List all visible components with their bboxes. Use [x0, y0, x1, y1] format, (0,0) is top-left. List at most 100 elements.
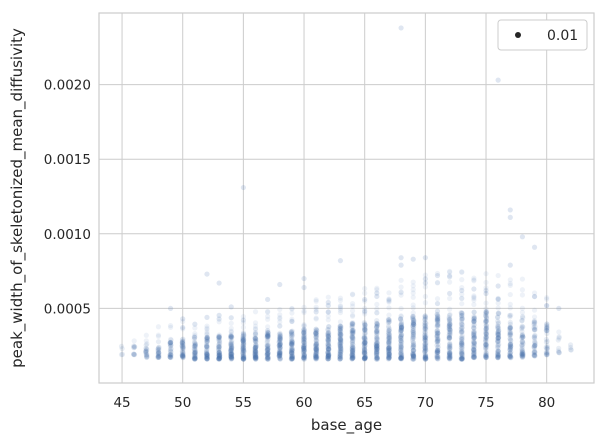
data-point: [398, 346, 404, 352]
data-point: [422, 272, 428, 278]
data-point: [288, 329, 294, 336]
data-point: [507, 350, 513, 356]
data-point: [277, 353, 283, 359]
y-tick-label: 0.0020: [44, 78, 91, 94]
data-point: [143, 348, 149, 354]
data-point: [386, 317, 392, 323]
data-point: [496, 334, 502, 341]
data-point: [398, 331, 405, 338]
data-point: [411, 321, 417, 328]
data-point: [459, 341, 465, 348]
data-point: [228, 343, 235, 350]
data-point: [180, 338, 186, 344]
data-point: [471, 315, 477, 321]
data-point: [277, 314, 283, 321]
data-point: [423, 333, 429, 339]
data-point: [495, 324, 501, 331]
data-point: [532, 343, 538, 349]
data-point: [446, 347, 453, 353]
data-point: [435, 349, 441, 355]
data-point: [470, 346, 476, 352]
data-point: [446, 349, 452, 355]
data-point: [167, 323, 174, 329]
data-point: [374, 355, 380, 361]
data-point: [471, 295, 477, 301]
data-point: [350, 330, 356, 337]
data-point: [228, 353, 234, 360]
data-point: [216, 354, 223, 360]
data-point: [313, 330, 319, 336]
data-point: [483, 353, 489, 359]
data-point: [374, 340, 380, 346]
data-point: [252, 348, 258, 354]
data-point: [167, 340, 173, 346]
data-point: [276, 349, 282, 355]
data-point: [398, 344, 404, 350]
data-point: [288, 356, 294, 362]
data-point: [265, 350, 271, 356]
data-point: [288, 328, 295, 335]
data-point: [325, 346, 331, 352]
data-point: [385, 356, 392, 362]
data-point: [289, 328, 295, 334]
data-point: [495, 354, 501, 360]
data-point: [277, 344, 283, 350]
outlier-point: [325, 299, 331, 306]
data-point: [325, 327, 332, 333]
data-point: [168, 339, 174, 346]
data-point: [543, 349, 549, 356]
data-point: [313, 330, 319, 336]
data-point: [519, 354, 525, 360]
data-point: [531, 319, 537, 325]
data-point: [398, 313, 404, 319]
data-point: [459, 317, 465, 323]
data-point: [458, 324, 465, 330]
data-point: [301, 355, 307, 361]
data-point: [179, 337, 186, 343]
data-point: [313, 328, 319, 335]
data-point: [228, 350, 234, 357]
data-point: [180, 344, 186, 351]
data-point: [374, 343, 380, 349]
data-point: [470, 350, 477, 357]
data-point: [265, 346, 271, 352]
data-point: [386, 344, 392, 350]
data-point: [276, 339, 282, 345]
data-point: [228, 348, 234, 354]
data-point: [313, 347, 319, 353]
data-point: [410, 290, 416, 296]
data-point: [471, 277, 477, 283]
data-point: [483, 306, 489, 312]
data-point: [229, 340, 235, 346]
data-point: [422, 322, 428, 328]
data-point: [264, 347, 271, 353]
data-point: [325, 309, 331, 315]
data-point: [458, 345, 464, 351]
data-point: [459, 355, 465, 362]
data-point: [398, 328, 404, 334]
data-point: [435, 349, 441, 356]
data-point: [349, 347, 355, 354]
data-point: [337, 310, 344, 316]
outlier-point: [265, 296, 271, 303]
data-point: [325, 354, 331, 360]
data-point: [532, 339, 538, 346]
data-point: [289, 339, 295, 345]
data-point: [398, 356, 404, 362]
data-point: [313, 349, 319, 356]
data-point: [362, 337, 368, 343]
data-point: [301, 348, 307, 354]
data-point: [556, 335, 562, 341]
data-point: [168, 354, 174, 360]
data-point: [314, 327, 320, 334]
data-point: [411, 347, 417, 354]
data-point: [422, 314, 429, 320]
data-point: [422, 284, 428, 290]
data-point: [265, 332, 271, 339]
data-point: [483, 309, 489, 315]
data-point: [337, 343, 344, 349]
data-point: [192, 352, 198, 358]
data-point: [301, 330, 307, 336]
data-point: [447, 340, 453, 346]
data-point: [204, 338, 210, 344]
